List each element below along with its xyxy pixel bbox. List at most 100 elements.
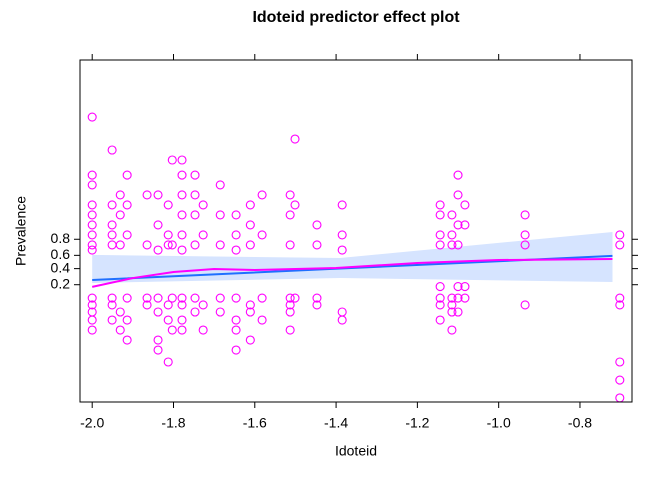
data-point [107,300,117,310]
data-point [231,230,241,240]
x-tick-label: -1.0 [487,415,511,431]
data-point [153,307,163,317]
data-point [447,325,457,335]
data-point [453,240,463,250]
data-point [615,375,625,385]
data-point [215,307,225,317]
data-point [87,315,97,325]
y-axis-label: Prevalence [13,196,29,266]
y-tick-label: 0.2 [51,275,71,291]
data-point [107,200,117,210]
data-point [231,325,241,335]
data-point [257,315,267,325]
data-point [167,325,177,335]
y-tick-label: 0.8 [51,230,71,246]
data-point [435,300,445,310]
data-point [337,200,347,210]
data-point [215,293,225,303]
y-tick-label: 0.4 [51,259,71,275]
data-point [447,300,457,310]
data-point [163,240,173,250]
data-point [257,293,267,303]
data-point [615,240,625,250]
data-point [312,220,322,230]
data-point [163,200,173,210]
data-point [285,325,295,335]
data-point [153,345,163,355]
data-point [107,240,117,250]
data-point [520,300,530,310]
smooth-line [91,258,613,288]
data-point [435,200,445,210]
data-point [87,112,97,122]
data-point [312,293,322,303]
data-point [245,200,255,210]
data-point [190,307,200,317]
data-point [122,200,132,210]
data-point [122,293,132,303]
x-axis-label: Idoteid [335,443,377,459]
data-point [460,282,470,292]
x-tick-label: -1.8 [161,415,185,431]
data-point [177,315,187,325]
data-point [198,200,208,210]
data-point [190,240,200,250]
data-point [435,293,445,303]
x-tick-label: -1.6 [243,415,267,431]
data-point [167,155,177,165]
data-point [87,245,97,255]
data-point [615,357,625,367]
data-point [190,170,200,180]
data-point [87,170,97,180]
data-point [460,220,470,230]
data-point [447,307,457,317]
data-point [167,240,177,250]
data-point [167,293,177,303]
data-point [122,230,132,240]
data-point [453,220,463,230]
data-point [520,230,530,240]
data-point [87,325,97,335]
data-point [257,230,267,240]
data-point [615,230,625,240]
data-point [190,190,200,200]
data-point [115,325,125,335]
data-point [245,307,255,317]
data-point [453,170,463,180]
data-point [122,170,132,180]
data-point [285,300,295,310]
data-point [312,240,322,250]
x-tick-label: -1.4 [324,415,348,431]
x-tick-label: -2.0 [80,415,104,431]
data-point [87,210,97,220]
data-point [290,200,300,210]
data-point [245,220,255,230]
data-point [177,155,187,165]
data-point [163,315,173,325]
data-point [231,210,241,220]
data-point [520,210,530,220]
data-point [190,293,200,303]
data-point [163,230,173,240]
data-point [177,245,187,255]
data-point [177,190,187,200]
data-point [290,134,300,144]
data-point [453,282,463,292]
chart-title: Idoteid predictor effect plot [252,9,460,26]
data-point [285,307,295,317]
data-point [190,210,200,220]
data-point [435,210,445,220]
data-point [177,210,187,220]
data-point [285,293,295,303]
data-point [142,240,152,250]
data-point [142,300,152,310]
data-point [177,300,187,310]
data-point [460,293,470,303]
data-point [290,293,300,303]
data-point [177,293,187,303]
data-point [115,307,125,317]
data-point [285,240,295,250]
data-point [215,240,225,250]
data-point [615,293,625,303]
